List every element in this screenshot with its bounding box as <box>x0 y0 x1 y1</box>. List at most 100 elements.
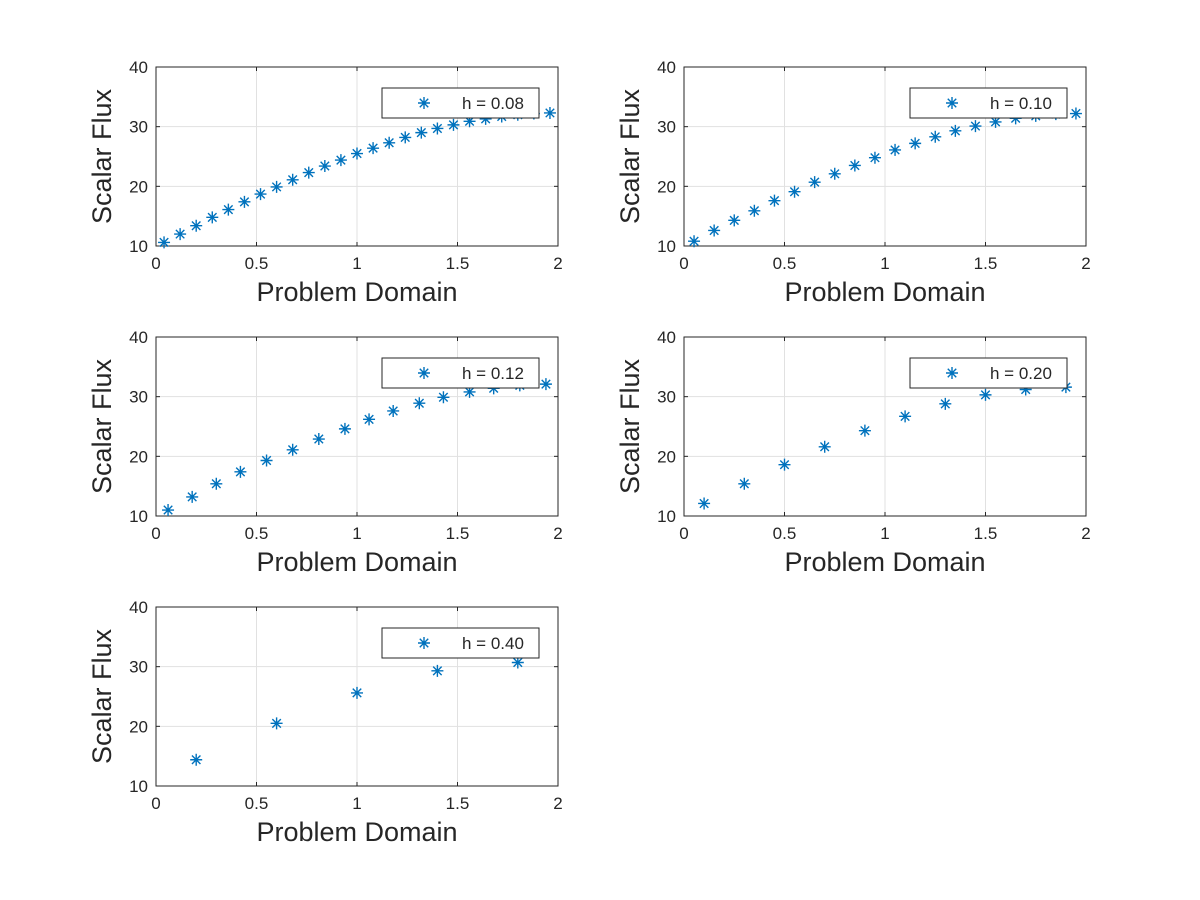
data-point <box>868 151 881 164</box>
y-axis-label: Scalar Flux <box>87 628 117 764</box>
y-tick-label: 40 <box>129 598 148 617</box>
data-point <box>431 664 444 677</box>
y-axis-label: Scalar Flux <box>615 358 645 494</box>
subplot-1: 0 0.5 1 1.5 2 10 20 30 40 Problem Domain Scalar Fl… <box>87 58 563 307</box>
data-point <box>989 115 1002 128</box>
data-point <box>778 458 791 471</box>
data-point <box>929 130 942 143</box>
x-tick-label: 0.5 <box>245 524 269 543</box>
y-tick-label: 20 <box>129 177 148 196</box>
legend-box <box>909 357 1068 389</box>
data-point <box>431 122 444 135</box>
y-tick-label: 30 <box>129 388 148 407</box>
data-point <box>939 397 952 410</box>
data-point <box>286 173 299 186</box>
data-point <box>748 204 761 217</box>
data-point <box>708 224 721 237</box>
data-point <box>270 180 283 193</box>
y-tick-label: 20 <box>129 717 148 736</box>
data-point <box>437 391 450 404</box>
data-point <box>363 413 376 426</box>
x-axis-label: Problem Domain <box>784 547 985 577</box>
data-point <box>210 477 223 490</box>
data-point <box>899 410 912 423</box>
legend-box <box>381 627 540 659</box>
data-point <box>511 656 524 669</box>
x-tick-label: 0.5 <box>773 524 797 543</box>
x-tick-label: 0 <box>679 254 688 273</box>
y-tick-label: 30 <box>129 118 148 137</box>
legend-marker <box>418 97 430 109</box>
y-tick-label: 40 <box>657 328 676 347</box>
data-point <box>234 465 247 478</box>
legend: h = 0.08 <box>381 87 540 119</box>
data-point <box>828 167 841 180</box>
y-tick-label: 40 <box>657 58 676 77</box>
data-point <box>158 236 171 249</box>
data-point <box>818 440 831 453</box>
y-axis-label: Scalar Flux <box>87 88 117 224</box>
y-tick-label: 30 <box>657 388 676 407</box>
legend-label: h = 0.08 <box>462 94 524 113</box>
subplot-2: 0 0.5 1 1.5 2 10 20 30 40 Problem Domain Scalar Fl… <box>615 58 1091 307</box>
data-point <box>312 433 325 446</box>
legend-box <box>381 357 540 389</box>
data-point <box>848 159 861 172</box>
y-tick-label: 10 <box>129 507 148 526</box>
x-tick-label: 2 <box>1081 524 1090 543</box>
x-tick-label: 0 <box>151 794 160 813</box>
data-point <box>1069 107 1082 120</box>
data-point <box>413 397 426 410</box>
y-axis-label: Scalar Flux <box>615 88 645 224</box>
data-point <box>1019 383 1032 396</box>
data-point <box>162 504 175 517</box>
legend: h = 0.12 <box>381 357 540 389</box>
x-tick-label: 2 <box>553 524 562 543</box>
data-point <box>334 154 347 167</box>
y-tick-label: 10 <box>129 237 148 256</box>
x-tick-label: 1.5 <box>446 794 470 813</box>
data-point <box>728 214 741 227</box>
x-tick-label: 0.5 <box>245 254 269 273</box>
legend-box <box>909 87 1068 119</box>
y-tick-label: 40 <box>129 328 148 347</box>
data-point <box>260 454 273 467</box>
x-tick-label: 0.5 <box>773 254 797 273</box>
data-point <box>688 235 701 248</box>
x-tick-label: 0 <box>679 524 688 543</box>
data-point <box>463 115 476 128</box>
legend-marker <box>418 637 430 649</box>
x-axis-label: Problem Domain <box>256 547 457 577</box>
data-point <box>415 126 428 139</box>
data-point <box>238 195 251 208</box>
x-axis-label: Problem Domain <box>784 277 985 307</box>
x-tick-label: 1 <box>880 254 889 273</box>
data-point <box>399 131 412 144</box>
data-point <box>969 120 982 133</box>
y-tick-label: 20 <box>657 447 676 466</box>
y-axis-label: Scalar Flux <box>87 358 117 494</box>
data-point <box>463 385 476 398</box>
data-point <box>186 490 199 503</box>
x-tick-label: 0 <box>151 254 160 273</box>
y-tick-label: 30 <box>657 118 676 137</box>
x-tick-label: 1 <box>352 254 361 273</box>
legend-box <box>381 87 540 119</box>
x-tick-label: 0.5 <box>245 794 269 813</box>
x-tick-label: 1.5 <box>974 524 998 543</box>
y-tick-label: 20 <box>657 177 676 196</box>
legend: h = 0.20 <box>909 357 1068 389</box>
data-point <box>206 211 219 224</box>
legend-marker <box>946 367 958 379</box>
data-point <box>539 378 552 391</box>
data-point <box>318 160 331 173</box>
data-point <box>979 388 992 401</box>
y-tick-label: 30 <box>129 658 148 677</box>
x-tick-label: 1.5 <box>446 254 470 273</box>
subplot-3: 0 0.5 1 1.5 2 10 20 30 40 Problem Domain Scalar Fl… <box>87 328 563 577</box>
legend-label: h = 0.20 <box>990 364 1052 383</box>
legend-marker <box>946 97 958 109</box>
x-tick-label: 1 <box>352 794 361 813</box>
data-point <box>174 228 187 241</box>
x-axis-label: Problem Domain <box>256 277 457 307</box>
